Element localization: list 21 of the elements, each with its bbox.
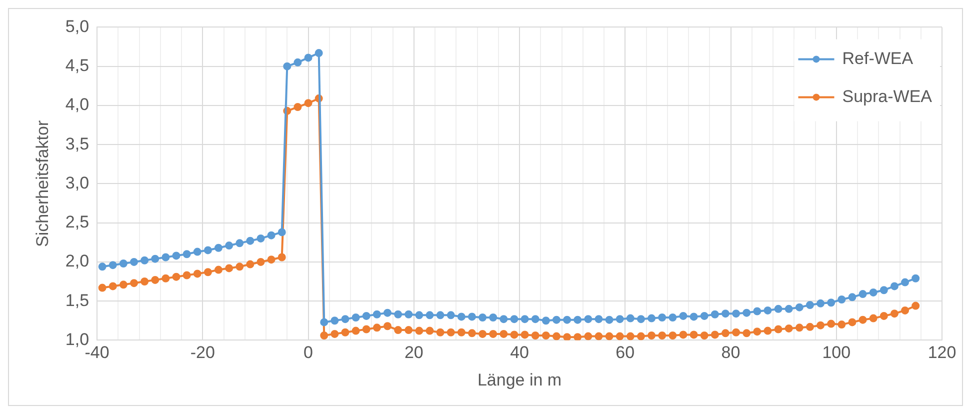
y-tick-label: 3,0 — [65, 173, 90, 192]
x-tick-label: -20 — [190, 343, 215, 362]
y-tick-label: 2,5 — [65, 212, 90, 232]
y-tick-label: 1,0 — [65, 330, 90, 349]
x-axis-title: Länge in m — [477, 370, 562, 390]
legend-label: Supra-WEA — [842, 86, 933, 106]
y-tick-label: 4,0 — [65, 95, 90, 114]
y-tick-label: 4,5 — [65, 56, 90, 76]
x-tick-label: 80 — [721, 343, 740, 362]
y-tick-label: 3,5 — [65, 134, 90, 154]
x-tick-label: 100 — [822, 343, 851, 362]
y-axis-title: Sicherheitsfaktor — [32, 120, 52, 248]
x-tick-label: 0 — [304, 343, 314, 362]
x-tick-label: 40 — [510, 343, 529, 362]
y-tick-label: 2,0 — [65, 252, 90, 271]
legend-label: Ref-WEA — [842, 48, 914, 68]
x-tick-label: 20 — [404, 343, 424, 362]
y-tick-label: 5,0 — [65, 16, 90, 36]
x-tick-label: 60 — [616, 343, 635, 362]
y-tick-label: 1,5 — [65, 290, 90, 310]
x-tick-label: 120 — [928, 343, 956, 362]
